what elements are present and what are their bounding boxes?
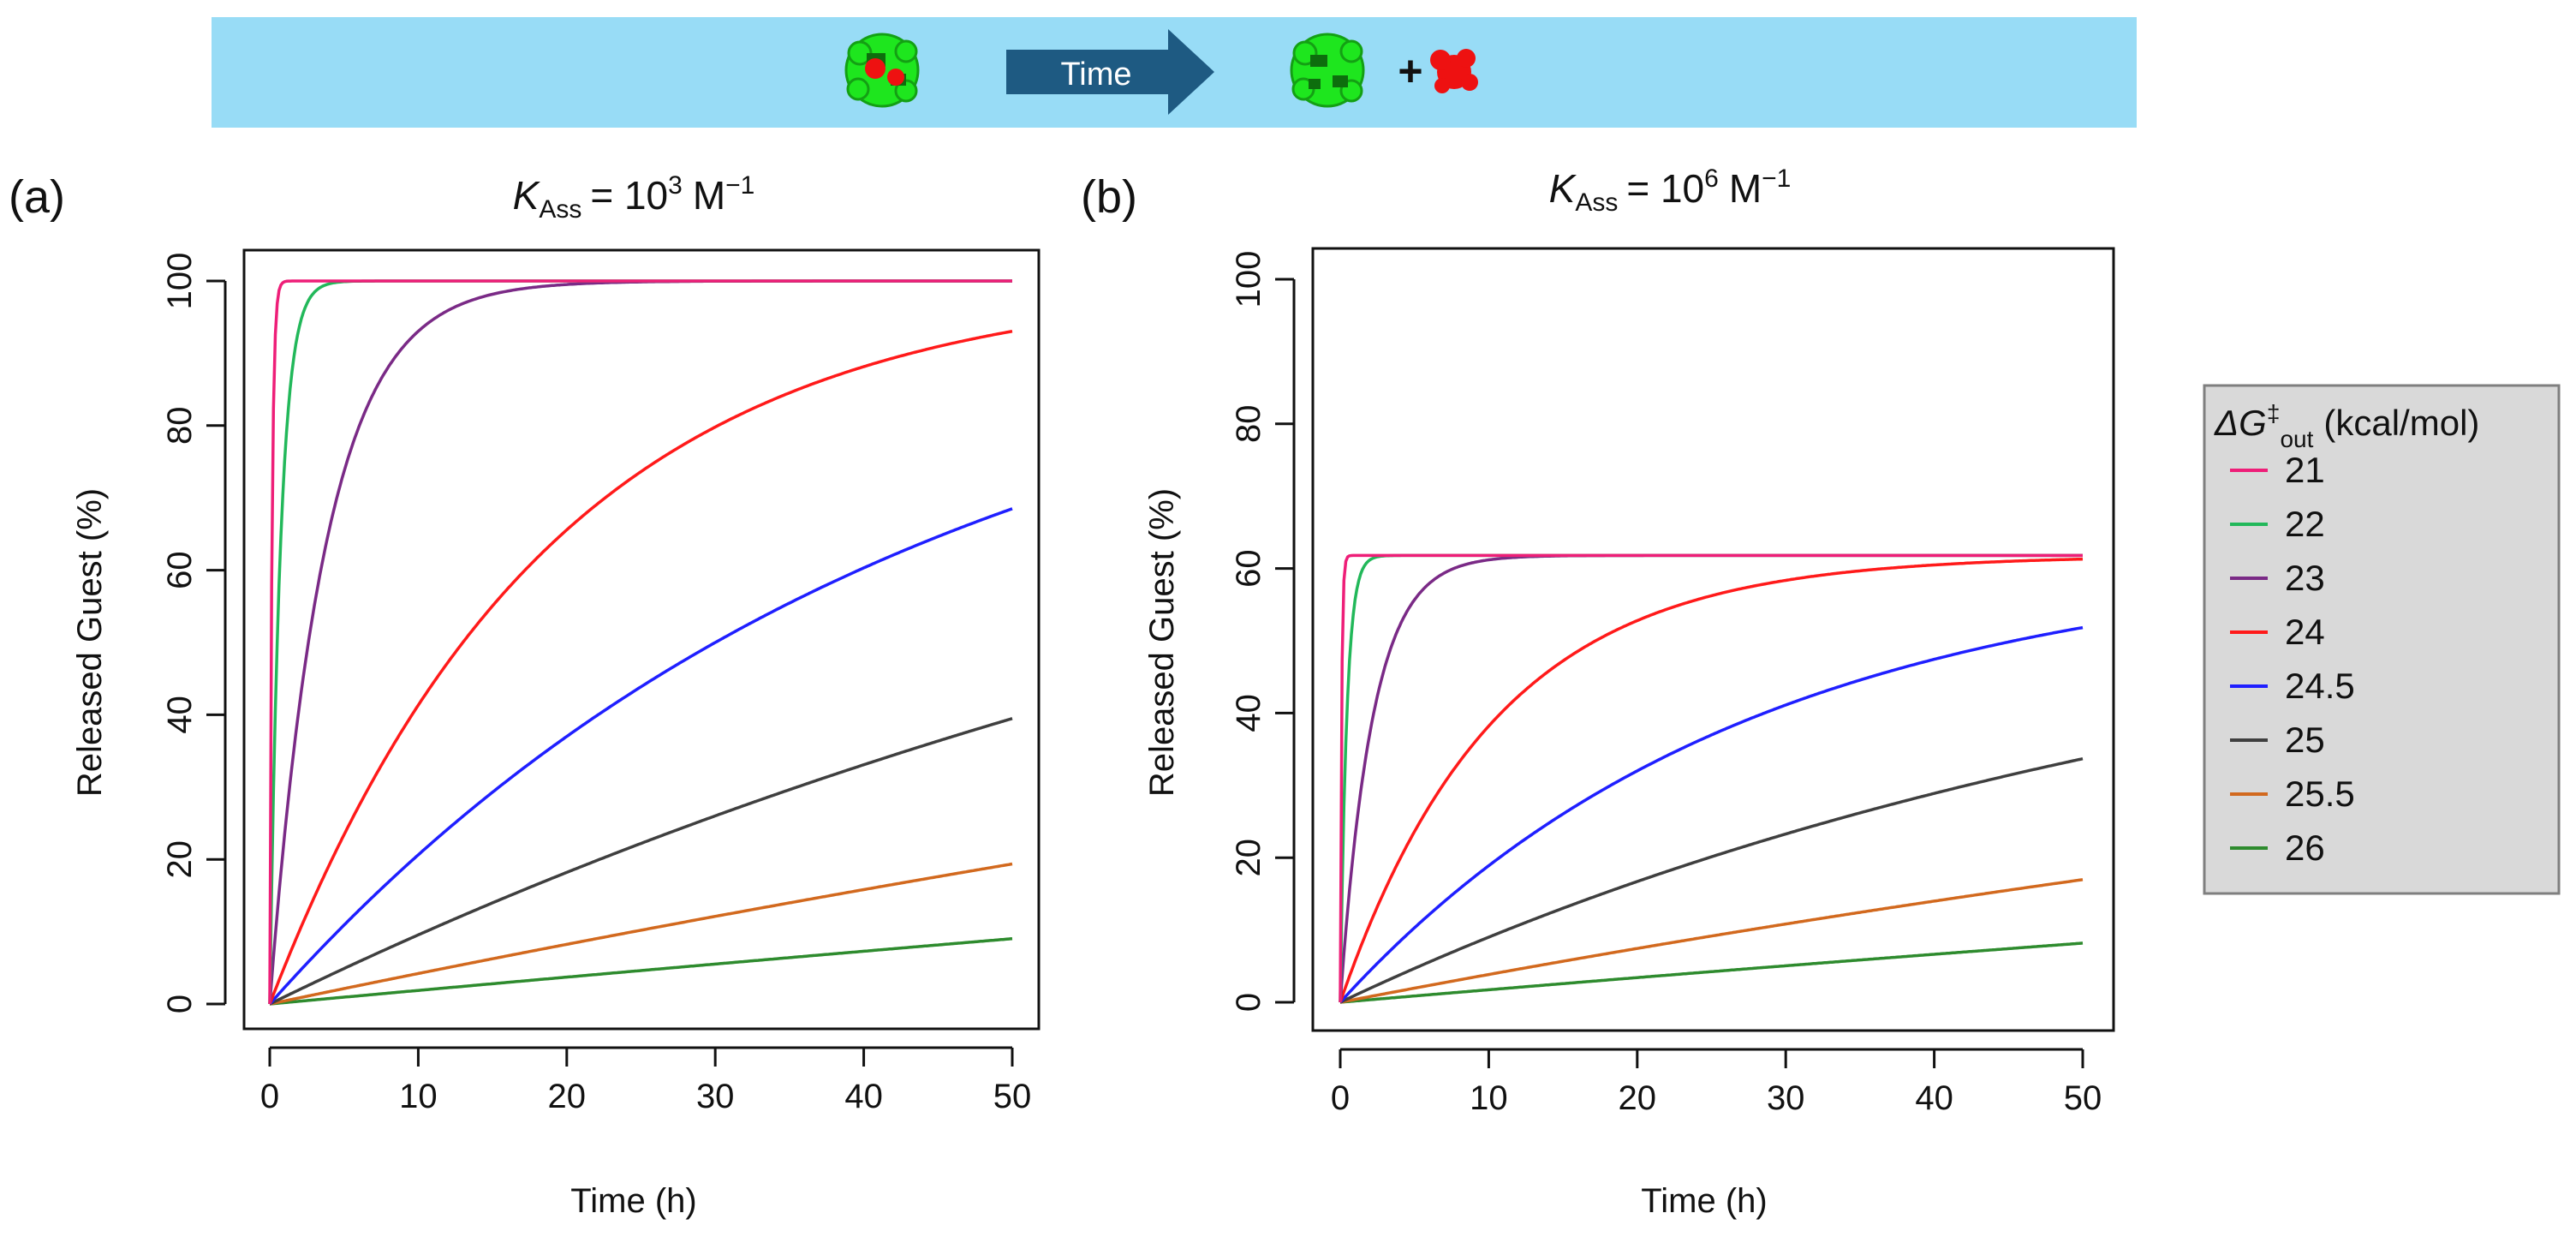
panel-a-title-sub: Ass xyxy=(539,195,581,224)
legend-entry-label: 25 xyxy=(2285,720,2325,760)
panel-a-series-line-24-5 xyxy=(268,507,1013,1006)
legend-entry-label: 24 xyxy=(2285,612,2325,652)
legend-entry-label: 25.5 xyxy=(2285,774,2355,814)
panel-a-y-tick-label: 20 xyxy=(161,840,199,878)
panel-b: (b) KAss = 106 M−1 0 10 20 30 40 50 0 20 40 60 80 100… xyxy=(1081,164,2115,1220)
panel-a-series-group xyxy=(268,279,1013,1006)
released-guest-icon xyxy=(1430,49,1478,93)
panel-b-y-tick-label: 0 xyxy=(1230,993,1267,1012)
panel-a: (a) KAss = 103 M−1 0 10 20 30 40 50 0 20 40 60 80 100… xyxy=(9,171,1041,1220)
panel-a-series-line-22 xyxy=(268,279,1012,1005)
legend-entry-label: 26 xyxy=(2285,828,2325,868)
panel-b-axes: 0 10 20 30 40 50 0 20 40 60 80 100 xyxy=(1230,251,2102,1117)
time-arrow-label: Time xyxy=(1060,57,1131,93)
panel-a-y-axis-label: Released Guest (%) xyxy=(71,488,109,797)
panel-a-x-tick-label: 30 xyxy=(696,1078,735,1115)
panel-a-x-axis-label: Time (h) xyxy=(570,1182,696,1220)
panel-b-y-tick-label: 40 xyxy=(1230,694,1267,732)
legend-entries: 21 22 23 24 24.5 25 25.5 26 xyxy=(2230,450,2355,868)
panel-a-label: (a) xyxy=(9,171,65,223)
panel-a-series-line-25 xyxy=(269,717,1013,1006)
plus-sign: + xyxy=(1398,47,1422,95)
panel-b-title: KAss = 106 M−1 xyxy=(1549,164,1792,217)
panel-b-y-axis-label: Released Guest (%) xyxy=(1143,488,1181,797)
cage-with-guest-icon xyxy=(844,33,920,108)
legend-title-symbol: ΔG xyxy=(2214,403,2267,443)
panel-a-y-tick-label: 60 xyxy=(161,551,199,589)
panel-b-y-tick-label: 60 xyxy=(1230,549,1267,588)
panel-a-y-tick-label: 0 xyxy=(161,995,199,1013)
panel-b-title-rest: = 10 xyxy=(1626,166,1704,211)
panel-b-title-symbol: K xyxy=(1549,166,1577,211)
panel-a-x-tick-label: 10 xyxy=(399,1078,438,1115)
panel-a-series-line-25-5 xyxy=(269,862,1013,1006)
panel-a-x-tick-label: 40 xyxy=(844,1078,883,1115)
panel-b-title-exponent: 6 xyxy=(1704,164,1719,193)
panel-b-series-line-25 xyxy=(1339,756,2084,1004)
panel-b-series-line-24 xyxy=(1339,557,2084,1003)
panel-b-plot-frame xyxy=(1311,247,2115,1032)
legend-title-sub: out xyxy=(2280,426,2313,452)
panel-b-y-tick-label: 80 xyxy=(1230,405,1267,444)
panel-b-x-axis-label: Time (h) xyxy=(1641,1182,1767,1220)
legend-entry-label: 21 xyxy=(2285,450,2325,490)
time-arrow-icon xyxy=(1006,29,1214,115)
legend-entry-label: 23 xyxy=(2285,558,2325,598)
panel-a-y-tick-label: 100 xyxy=(161,253,199,310)
panel-b-label: (b) xyxy=(1081,171,1137,223)
panel-b-x-tick-label: 30 xyxy=(1767,1079,1805,1117)
panel-a-series-line-23 xyxy=(268,279,1012,1005)
legend-title-unit: (kcal/mol) xyxy=(2323,403,2479,443)
panel-a-series-line-24 xyxy=(268,329,1013,1005)
panel-b-series-group xyxy=(1339,553,2084,1004)
legend-entry-label: 22 xyxy=(2285,504,2325,544)
panel-a-x-tick-label: 20 xyxy=(548,1078,587,1115)
panel-a-x-tick-label: 0 xyxy=(260,1078,279,1115)
panel-b-title-unit: M xyxy=(1729,166,1762,211)
panel-b-y-tick-label: 100 xyxy=(1230,251,1267,308)
panel-b-y-tick-label: 20 xyxy=(1230,839,1267,877)
panel-a-title-unit-exponent: −1 xyxy=(725,171,754,200)
panel-a-plot-frame xyxy=(242,248,1041,1031)
panel-a-axes: 0 10 20 30 40 50 0 20 40 60 80 100 xyxy=(161,253,1031,1115)
panel-a-y-tick-label: 80 xyxy=(161,407,199,445)
legend-box xyxy=(2203,384,2561,895)
panel-b-series-line-25-5 xyxy=(1339,878,2084,1004)
panel-b-x-tick-label: 50 xyxy=(2064,1079,2102,1117)
panel-a-x-tick-label: 50 xyxy=(993,1078,1032,1115)
panel-a-title-symbol: K xyxy=(513,173,541,218)
panel-a-title-rest: = 10 xyxy=(590,173,668,218)
legend-title-sup: ‡ xyxy=(2267,400,2281,427)
panel-b-series-line-26 xyxy=(1339,941,2084,1004)
panel-b-x-tick-label: 40 xyxy=(1915,1079,1953,1117)
panel-b-series-line-21 xyxy=(1339,553,2083,1003)
legend-entry-label: 24.5 xyxy=(2285,666,2355,706)
empty-cage-icon xyxy=(1290,33,1365,108)
panel-b-x-tick-label: 10 xyxy=(1470,1079,1508,1117)
panel-b-title-unit-exponent: −1 xyxy=(1762,164,1791,193)
panel-b-x-tick-label: 20 xyxy=(1619,1079,1657,1117)
legend: ΔG‡out (kcal/mol) 21 22 23 24 24.5 25 25.5 26 xyxy=(2203,384,2561,895)
panel-a-title-exponent: 3 xyxy=(668,171,683,200)
panel-a-title: KAss = 103 M−1 xyxy=(513,171,755,224)
panel-a-y-tick-label: 40 xyxy=(161,696,199,734)
panel-a-title-unit: M xyxy=(693,173,725,218)
panel-a-series-line-26 xyxy=(269,936,1013,1006)
panel-b-series-line-24-5 xyxy=(1339,625,2084,1004)
panel-b-title-sub: Ass xyxy=(1575,188,1618,217)
panel-b-x-tick-label: 0 xyxy=(1331,1079,1350,1117)
banner: Time + xyxy=(212,17,2137,128)
panel-a-series-line-21 xyxy=(268,279,1012,1005)
legend-title: ΔG‡out (kcal/mol) xyxy=(2214,400,2479,452)
